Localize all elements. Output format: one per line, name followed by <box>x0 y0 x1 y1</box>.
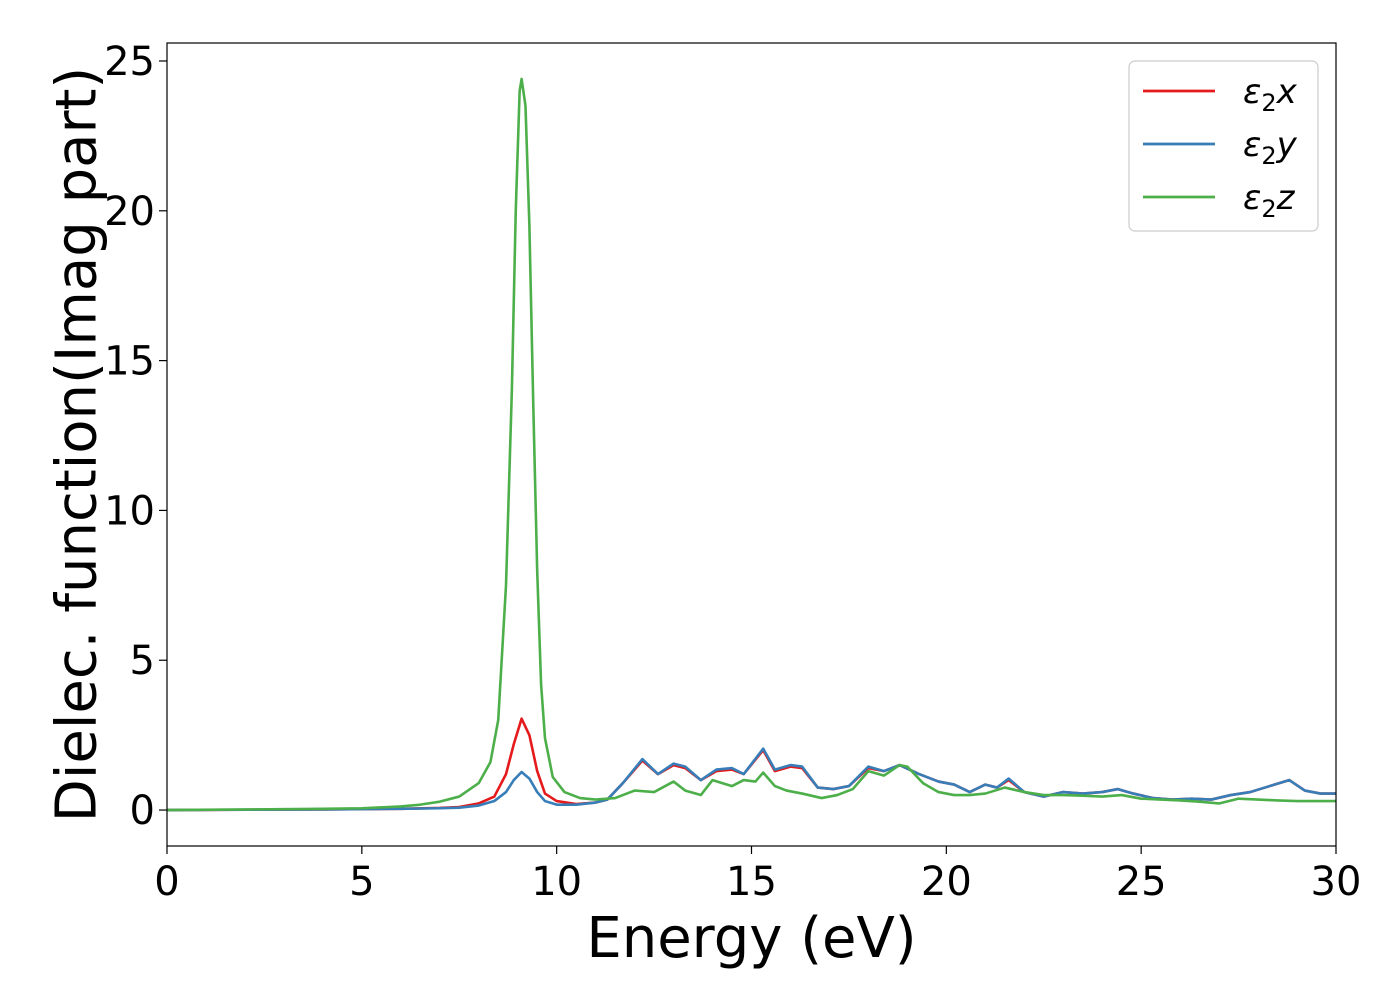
legend-label: ε2y <box>1243 125 1298 170</box>
legend-box <box>1128 60 1319 232</box>
y-tick-label: 15 <box>104 339 155 385</box>
y-tick-label: 20 <box>104 189 155 235</box>
legend-label-component: z <box>1276 178 1296 218</box>
x-tick-label: 5 <box>349 859 374 905</box>
legend-label-subscript: 2 <box>1261 195 1276 223</box>
legend-label-symbol: ε <box>1243 125 1261 165</box>
legend-label-subscript: 2 <box>1261 142 1276 170</box>
x-axis-ticks: 0 5 10 15 20 25 30 <box>154 846 1361 905</box>
legend-item-x: ε2x <box>1143 72 1298 117</box>
x-tick-label: 30 <box>1311 859 1362 905</box>
x-tick-label: 0 <box>154 859 179 905</box>
x-tick-label: 25 <box>1116 859 1167 905</box>
x-tick-label: 15 <box>726 859 777 905</box>
x-tick-label: 20 <box>921 859 972 905</box>
x-tick-label: 10 <box>531 859 582 905</box>
y-axis-ticks: 0 5 10 15 20 25 <box>104 39 167 834</box>
y-tick-label: 25 <box>104 39 155 85</box>
y-tick-label: 5 <box>130 638 155 684</box>
legend-label: ε2z <box>1243 178 1296 223</box>
y-tick-label: 10 <box>104 488 155 534</box>
legend-label-symbol: ε <box>1243 72 1261 112</box>
legend-item-z: ε2z <box>1143 178 1296 223</box>
legend-label-component: y <box>1276 125 1298 165</box>
y-tick-label: 0 <box>130 788 155 834</box>
legend-label-symbol: ε <box>1243 178 1261 218</box>
legend-label: ε2x <box>1243 72 1298 117</box>
x-axis-label: Energy (eV) <box>586 906 916 971</box>
series-line-z <box>167 77 1336 812</box>
series-lines <box>167 77 1336 812</box>
legend-item-y: ε2y <box>1143 125 1298 170</box>
legend-label-component: x <box>1276 72 1298 112</box>
series-line-y <box>167 747 1336 812</box>
legend-label-subscript: 2 <box>1261 89 1276 117</box>
y-axis-label: Dielec. function(Imag part) <box>45 67 110 823</box>
